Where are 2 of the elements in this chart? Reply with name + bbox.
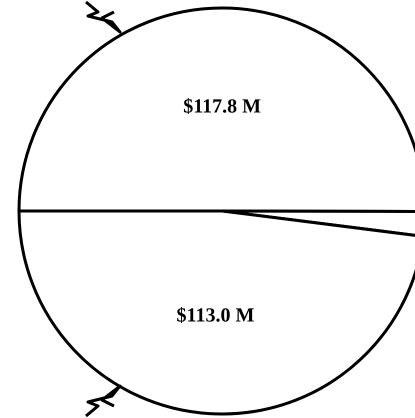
data-label: $113.0 M [176, 304, 254, 326]
data-label: $117.8 M [183, 96, 262, 118]
